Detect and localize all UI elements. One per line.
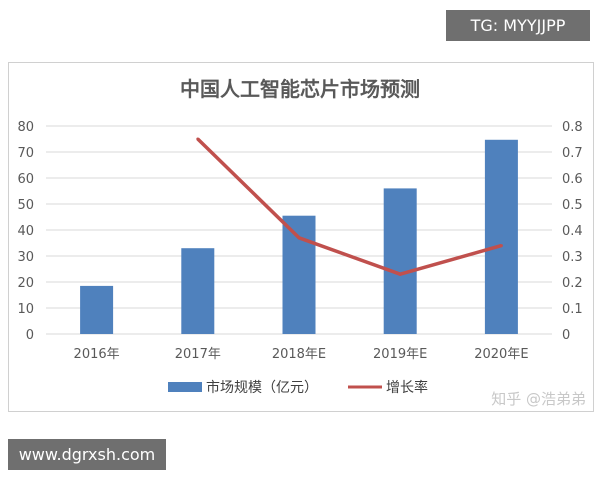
- growth-rate-point: [196, 137, 200, 141]
- y-left-tick-label: 50: [17, 198, 34, 213]
- legend-bar-swatch: [168, 382, 202, 392]
- y-left-tick-label: 40: [17, 224, 34, 239]
- bar: [282, 215, 316, 334]
- growth-rate-point: [398, 272, 402, 276]
- tg-label: TG: MYYJJPP: [446, 10, 590, 41]
- legend-label-bar: 市场规模（亿元）: [206, 379, 318, 396]
- y-left-tick-label: 30: [17, 250, 34, 265]
- y-left-tick-label: 20: [17, 276, 34, 291]
- y-left-tick-label: 80: [17, 120, 34, 135]
- x-tick-label: 2018年E: [272, 347, 326, 362]
- y-right-tick-label: 0.7: [562, 146, 583, 161]
- growth-rate-point: [297, 236, 301, 240]
- chart-frame: [8, 62, 594, 412]
- y-right-tick-label: 0.8: [562, 120, 583, 135]
- y-right-tick-label: 0.2: [562, 276, 583, 291]
- watermark: 知乎 @浩弟弟: [491, 390, 586, 408]
- y-right-tick-label: 0.6: [562, 172, 583, 187]
- x-tick-label: 2020年E: [474, 347, 528, 362]
- x-tick-label: 2017年: [175, 347, 221, 362]
- y-right-tick-label: 0.3: [562, 250, 583, 265]
- growth-rate-point: [499, 244, 503, 248]
- bar: [181, 248, 215, 334]
- legend: 市场规模（亿元） 增长率: [168, 379, 428, 396]
- bar: [383, 188, 417, 334]
- x-tick-label: 2016年: [74, 347, 120, 362]
- chart-title: 中国人工智能芯片市场预测: [180, 77, 420, 101]
- site-label: www.dgrxsh.com: [8, 439, 166, 470]
- growth-rate-line: [196, 137, 502, 276]
- bar: [484, 139, 518, 334]
- legend-label-line: 增长率: [386, 379, 428, 396]
- x-tick-label: 2019年E: [373, 347, 427, 362]
- y-left-tick-label: 60: [17, 172, 34, 187]
- y-right-tick-label: 0.1: [562, 302, 583, 317]
- y-right-tick-label: 0: [562, 328, 570, 343]
- y-left-tick-label: 70: [17, 146, 34, 161]
- y-left-tick-label: 10: [17, 302, 34, 317]
- bar: [80, 285, 114, 334]
- y-left-tick-label: 0: [26, 328, 34, 343]
- y-right-tick-label: 0.4: [562, 224, 583, 239]
- y-right-tick-label: 0.5: [562, 198, 583, 213]
